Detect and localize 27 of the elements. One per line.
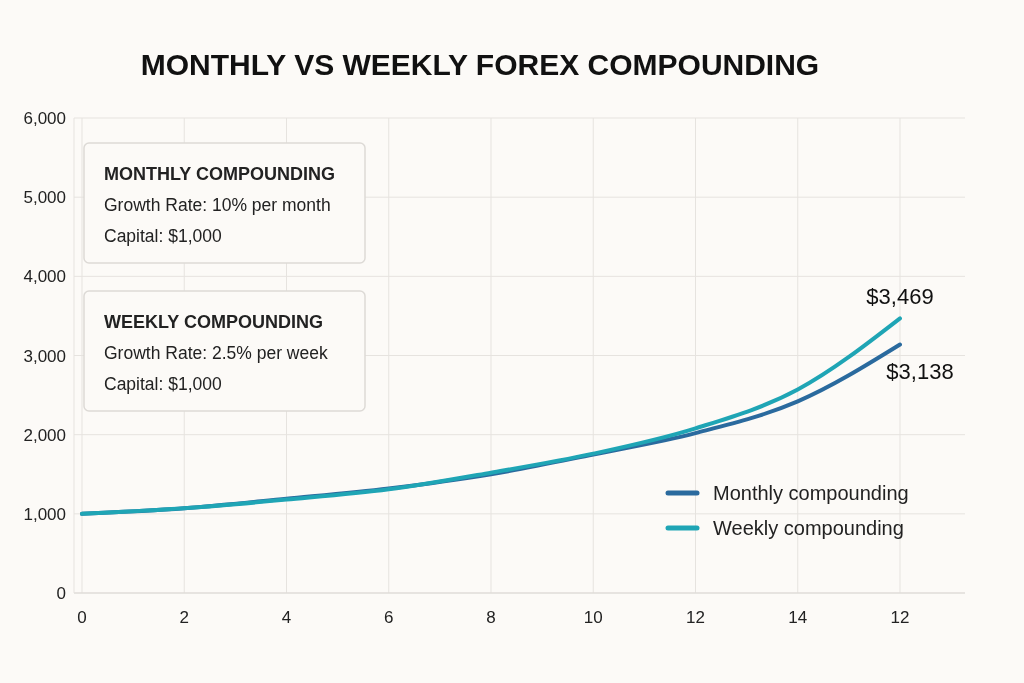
y-tick-label: 4,000 [23,267,66,287]
x-tick-label: 12 [890,608,910,627]
x-tick-label: 4 [281,608,292,627]
x-tick-label: 10 [583,608,603,627]
x-tick-label: 2 [179,608,189,627]
data-label: $3,469 [866,284,934,310]
x-tick-label: 6 [384,608,394,627]
legend-label: Monthly compounding [713,482,909,504]
annotation: WEEKLY COMPOUNDING [104,312,324,332]
y-tick-label: 6,000 [23,109,66,128]
x-tick-label: 0 [77,608,87,627]
legend-label: Weekly compounding [713,517,904,539]
x-tick-label: 12 [686,608,705,627]
y-tick-label: 3,000 [23,346,66,366]
annotation: Capital: $1,000 [104,374,222,394]
x-tick-label: 8 [486,608,496,627]
x-tick-label: 14 [788,608,808,627]
annotation: Capital: $1,000 [104,226,222,246]
y-tick-label: 5,000 [23,188,66,208]
annotation: Growth Rate: 2.5% per week [104,343,328,363]
annotation: MONTHLY COMPOUNDING [104,164,336,184]
annotation: Growth Rate: 10% per month [104,195,331,215]
chart-title: MONTHLY VS WEEKLY FOREX COMPOUNDING [140,48,820,81]
data-label: $3,138 [886,358,954,384]
y-tick-label: 0 [56,584,66,603]
y-tick-label: 1,000 [23,504,66,524]
y-tick-label: 2,000 [23,425,66,445]
